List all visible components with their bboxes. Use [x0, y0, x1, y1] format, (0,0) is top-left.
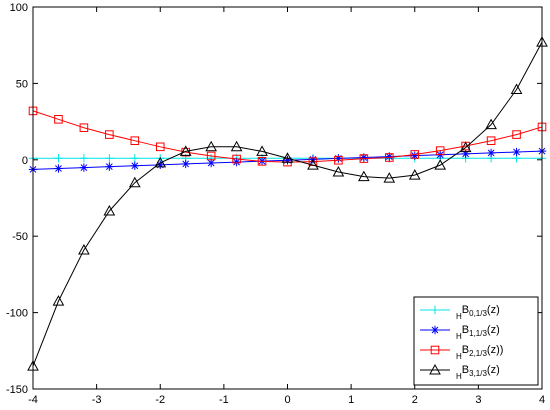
data-point	[359, 154, 369, 163]
data-point	[79, 154, 89, 163]
data-point	[334, 154, 343, 163]
legend-label-part: H	[456, 352, 462, 361]
data-point	[486, 136, 496, 145]
data-point	[408, 169, 421, 180]
x-tick-label: -1	[219, 394, 229, 406]
data-point	[130, 161, 139, 170]
axis-ticks: -4 -3 -2 -1 0 1 2 3 4 -150 -100 -50 0 50 100	[6, 2, 545, 406]
data-point	[54, 115, 63, 124]
legend-label-part: 3,1/3	[469, 369, 487, 378]
legend-label-part: (z)	[487, 324, 500, 336]
legend-label-part: B	[462, 364, 469, 376]
data-point	[256, 145, 268, 156]
data-point	[205, 140, 217, 152]
legend-label-part: H	[456, 372, 462, 381]
x-tick-label: -4	[28, 394, 38, 406]
data-point	[232, 154, 241, 164]
data-point	[130, 154, 139, 163]
data-point	[78, 243, 90, 255]
plot-area	[27, 36, 548, 371]
legend-label: HB3,1/3(z)	[456, 364, 500, 381]
data-point	[128, 176, 141, 188]
data-point	[512, 147, 521, 157]
legend-entry: HB1,1/3(z)	[420, 324, 500, 341]
legend-label: HB0,1/3(z)	[456, 304, 500, 321]
legend-label-part: (z))	[487, 344, 504, 356]
data-point	[105, 154, 114, 163]
legend-label: HB2,1/3(z))	[456, 344, 503, 361]
legend-label-part: B	[462, 344, 469, 356]
y-tick-label: -50	[12, 231, 28, 243]
data-point	[105, 130, 114, 139]
data-point	[79, 123, 89, 133]
legend-label-part: H	[456, 312, 462, 321]
legend-entry: HB3,1/3(z)	[420, 363, 500, 381]
data-point	[232, 157, 241, 167]
data-point	[155, 142, 165, 152]
data-point	[332, 165, 345, 177]
data-point	[154, 156, 167, 168]
x-tick-label: -2	[155, 394, 165, 406]
data-point	[181, 159, 190, 169]
legend-label-part: B	[462, 324, 469, 336]
data-point	[206, 151, 216, 161]
y-tick-label: -100	[6, 308, 28, 320]
legend-marker	[429, 363, 441, 375]
data-point	[410, 150, 420, 159]
legend-label-part: (z)	[487, 364, 500, 376]
data-point	[435, 146, 445, 155]
legend-label-part: B	[462, 304, 469, 316]
data-point	[461, 149, 470, 159]
x-tick-label: 1	[348, 394, 354, 406]
data-point	[510, 83, 523, 95]
data-point	[130, 136, 140, 145]
legend-entry: HB2,1/3(z))	[420, 344, 503, 361]
data-point	[206, 158, 216, 168]
data-point	[103, 204, 116, 216]
legend-label-part: 0,1/3	[469, 309, 487, 318]
series-1	[28, 146, 547, 174]
data-point	[459, 141, 472, 153]
y-tick-label: 100	[10, 2, 28, 14]
data-point	[281, 152, 294, 163]
data-point	[385, 153, 394, 162]
data-point	[181, 147, 190, 157]
data-point	[52, 295, 65, 306]
data-point	[307, 159, 319, 170]
data-point	[383, 172, 396, 183]
data-point	[485, 118, 497, 130]
data-point	[179, 145, 192, 156]
series-line-3	[32, 41, 543, 367]
data-point	[334, 155, 343, 165]
legend-label-part: 2,1/3	[469, 349, 487, 358]
data-point	[105, 162, 114, 171]
legend-label: HB1,1/3(z)	[456, 324, 500, 341]
legend: HB0,1/3(z)HB1,1/3(z)HB2,1/3(z))HB3,1/3(z…	[413, 296, 539, 386]
y-tick-label: -150	[6, 384, 28, 396]
data-point	[434, 159, 447, 170]
data-point	[486, 148, 496, 158]
legend-label-part: H	[456, 332, 462, 341]
data-point	[54, 164, 63, 173]
legend-marker	[430, 345, 440, 355]
legend-marker	[430, 305, 440, 315]
x-tick-label: 2	[412, 394, 418, 406]
x-tick-label: -3	[92, 394, 102, 406]
data-point	[79, 163, 89, 172]
legend-label-part: (z)	[487, 304, 500, 316]
data-point	[512, 130, 521, 139]
data-point	[54, 154, 63, 163]
legend-marker	[430, 325, 440, 335]
y-tick-label: 50	[16, 78, 28, 90]
data-point	[358, 170, 370, 182]
x-tick-label: 4	[539, 394, 545, 406]
legend-entry: HB0,1/3(z)	[420, 304, 500, 321]
x-tick-label: 0	[284, 394, 290, 406]
x-tick-label: 3	[475, 394, 481, 406]
y-tick-label: 0	[22, 155, 28, 167]
data-point	[257, 157, 267, 166]
data-point	[230, 140, 243, 152]
legend-label-part: 1,1/3	[469, 329, 487, 338]
